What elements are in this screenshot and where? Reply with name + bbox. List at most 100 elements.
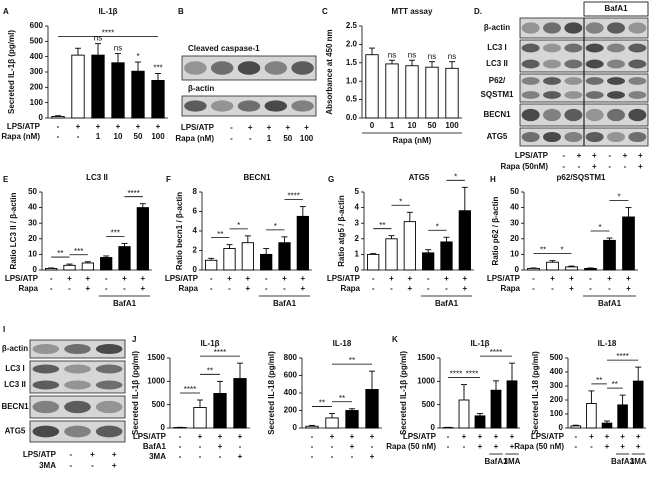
blot-signal — [564, 91, 583, 99]
bar — [51, 116, 65, 119]
bar — [425, 66, 439, 119]
bar — [586, 403, 597, 429]
bar — [403, 221, 416, 271]
bar — [601, 422, 613, 429]
y-tick-label: 2.5 — [346, 21, 358, 30]
condition-sign: - — [624, 162, 627, 171]
y-axis-label: Ratio atg5 / β-actin — [337, 195, 346, 267]
blot-signal — [628, 108, 647, 122]
condition-sign: - — [50, 274, 53, 283]
row-label: LPS/ATP — [165, 274, 199, 283]
blot-signal — [585, 108, 604, 122]
bar — [136, 207, 149, 271]
blot-signal — [543, 108, 561, 122]
condition-sign: - — [372, 274, 375, 283]
group-label: BafA1 — [273, 299, 297, 308]
blot-signal — [564, 77, 583, 85]
condition-sign: - — [589, 284, 592, 293]
condition-sign: + — [238, 452, 243, 461]
condition-sign: - — [608, 162, 611, 171]
blot-signal — [607, 108, 625, 122]
blot-signal — [521, 131, 540, 143]
condition-sign: - — [574, 442, 577, 451]
bar — [565, 266, 578, 271]
row-label: Rapa — [18, 284, 38, 293]
bar — [100, 257, 113, 271]
y-tick-label: 2.0 — [346, 40, 358, 49]
y-tick-label: 30 — [510, 218, 519, 227]
significance-label: *** — [74, 247, 83, 256]
blot-signal — [543, 43, 561, 53]
condition-sign: - — [219, 452, 222, 461]
condition-sign: + — [510, 432, 515, 441]
blot-signal — [95, 380, 123, 390]
chart-title: IL-1β — [98, 7, 117, 16]
blot-signal — [32, 400, 60, 414]
y-tick-label: 500 — [550, 353, 564, 362]
condition-sign: 1 — [96, 132, 101, 141]
condition-sign: 50 — [283, 134, 292, 143]
y-tick-label: 2 — [193, 246, 198, 255]
panel-letter: K — [392, 335, 398, 344]
band-label: LC3 II — [4, 380, 26, 389]
condition-sign: + — [389, 274, 394, 283]
bar — [365, 389, 379, 429]
blot-signal — [64, 425, 91, 438]
condition-sign: - — [331, 442, 334, 451]
blot-signal — [607, 91, 625, 99]
y-tick-label: 0 — [193, 265, 198, 274]
bar — [241, 242, 254, 271]
chart-title: IL-1β — [200, 339, 219, 348]
y-tick-label: 20 — [28, 234, 37, 243]
condition-sign: 100 — [300, 134, 314, 143]
condition-sign: - — [179, 442, 182, 451]
y-tick-label: 2 — [355, 234, 360, 243]
row-label: Rapa (50 nM) — [386, 442, 436, 451]
condition-sign: - — [239, 442, 242, 451]
condition-sign: + — [112, 461, 117, 470]
significance-label: ** — [217, 230, 223, 239]
condition-sign: + — [285, 123, 290, 132]
condition-sign: + — [636, 432, 641, 441]
condition-sign: + — [96, 122, 101, 131]
condition-sign: - — [57, 132, 60, 141]
significance-label: *** — [111, 229, 120, 238]
bar — [365, 54, 379, 119]
condition-sign: - — [265, 274, 268, 283]
row-label: LPS/ATP — [327, 274, 361, 283]
significance-label: **** — [214, 348, 226, 357]
condition-sign: - — [199, 442, 202, 451]
bar — [205, 259, 218, 271]
condition-sign: - — [589, 274, 592, 283]
condition-sign: - — [578, 162, 581, 171]
y-tick-label: 200 — [30, 82, 44, 91]
blot-signal — [564, 59, 583, 69]
significance-label: ns — [388, 50, 396, 59]
row-label: Rapa — [178, 284, 198, 293]
condition-sign: + — [245, 284, 250, 293]
y-tick-label: 100 — [30, 98, 44, 107]
y-axis-label: Ratio p62 / β-actin — [491, 196, 500, 265]
blot-signal — [628, 91, 647, 99]
condition-sign: + — [462, 432, 467, 441]
condition-sign: + — [156, 122, 161, 131]
condition-sign: + — [569, 274, 574, 283]
significance-label: **** — [287, 192, 299, 201]
y-axis-label: Secreted IL-1β (pg/ml) — [131, 351, 140, 435]
y-axis-label: Secreted IL-18 (pg/ml) — [531, 351, 540, 435]
blot-signal — [585, 77, 604, 85]
row-label: BafA1 — [143, 442, 167, 451]
bar — [305, 425, 319, 429]
condition-sign: + — [300, 274, 305, 283]
row-label: LPS/ATP — [181, 123, 215, 132]
condition-sign: - — [68, 284, 71, 293]
band-label: β-actin — [484, 23, 510, 32]
bar — [458, 399, 470, 429]
group-label: BafA1 — [113, 299, 137, 308]
band-label: ATG5 — [487, 132, 508, 141]
blot-signal — [607, 131, 625, 143]
row-label: Rapa (nM) — [175, 134, 214, 143]
condition-sign: - — [562, 151, 565, 160]
condition-sign: - — [331, 452, 334, 461]
